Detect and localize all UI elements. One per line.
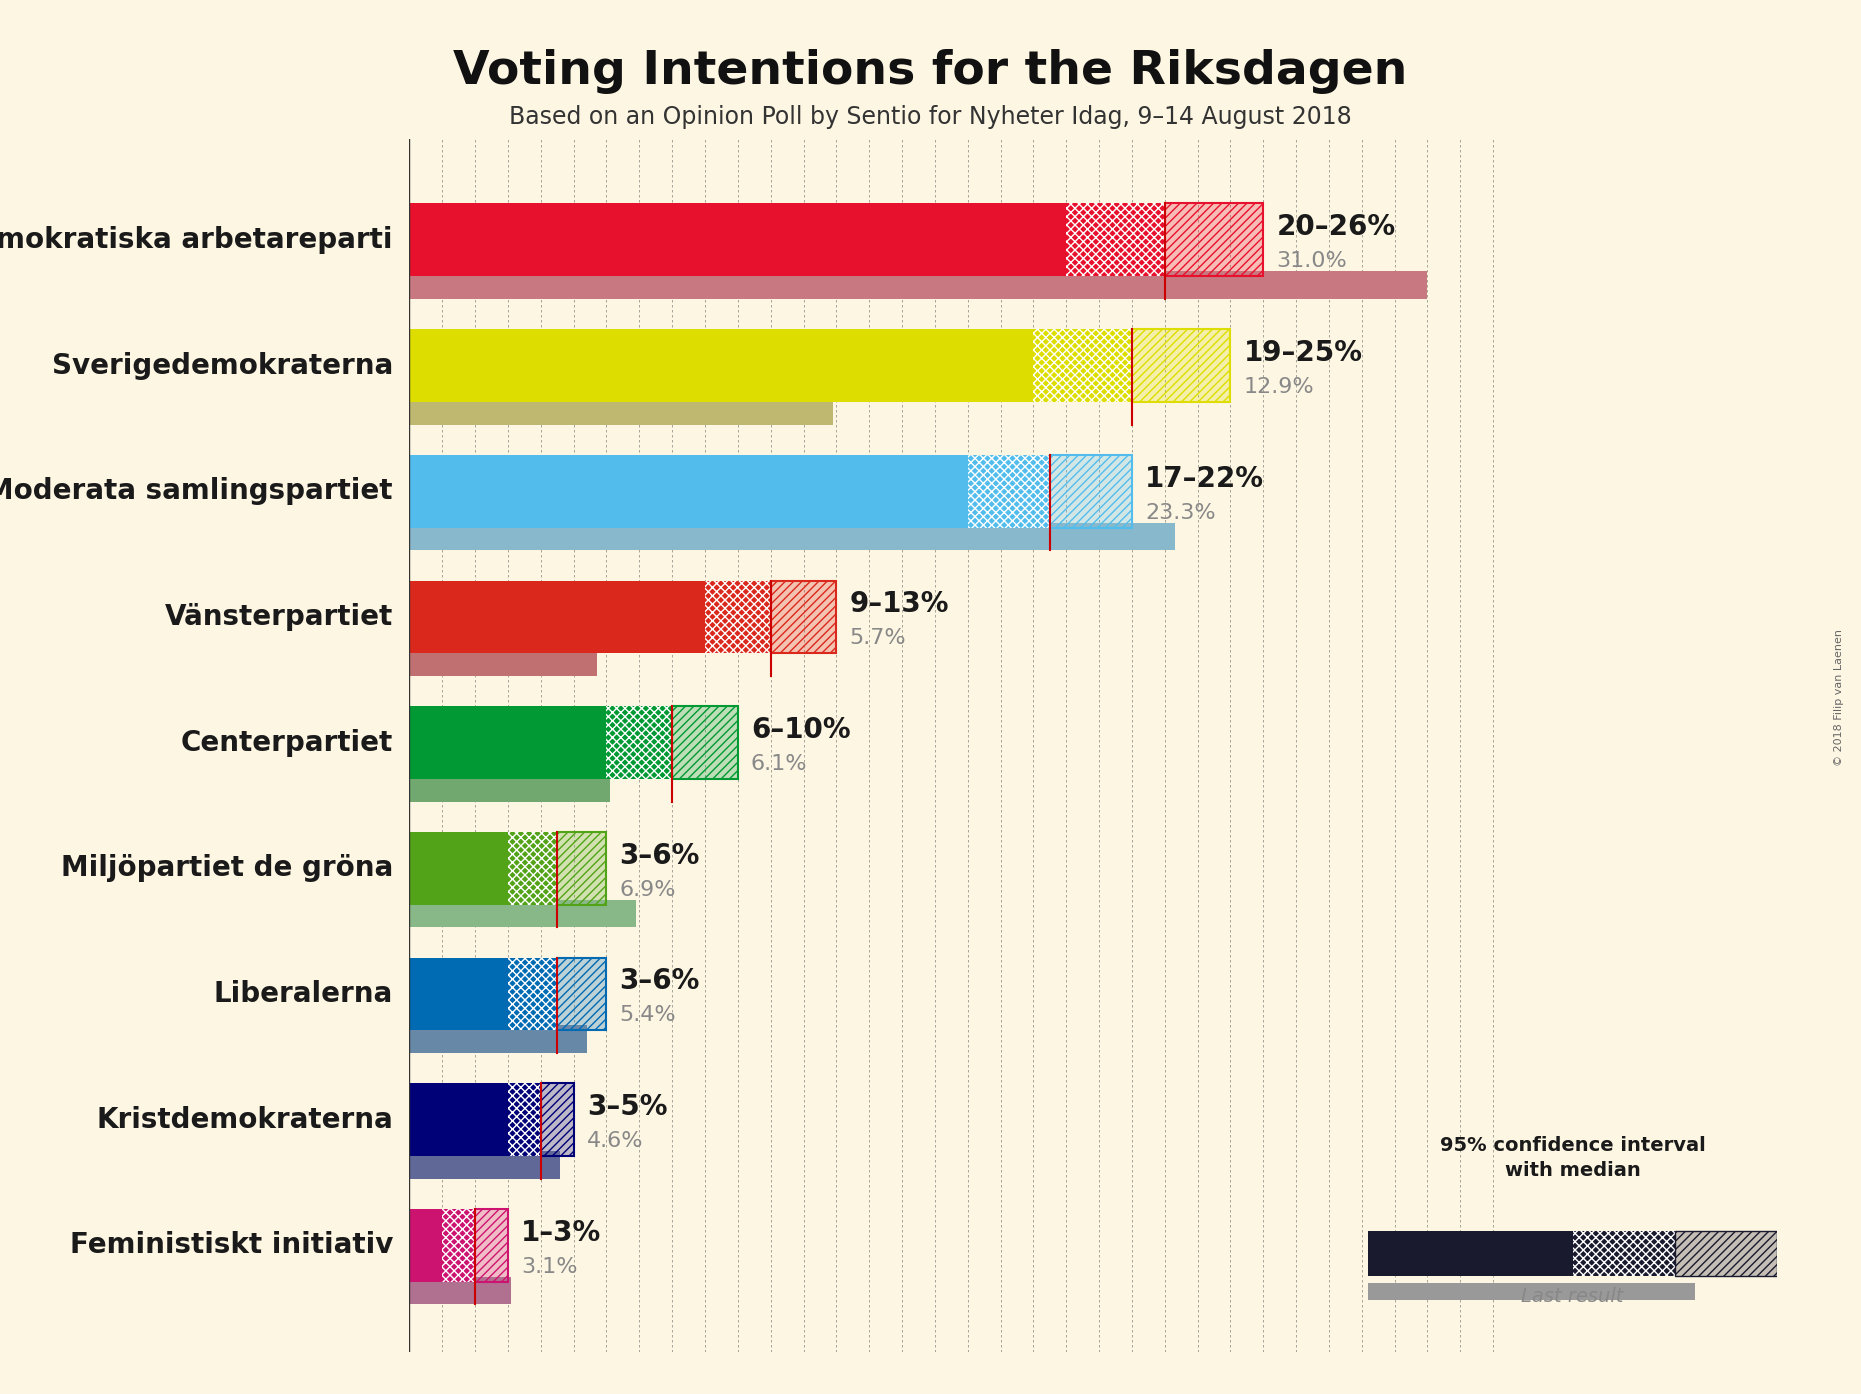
- Bar: [1131, 329, 1230, 401]
- Text: Moderata samlingspartiet: Moderata samlingspartiet: [0, 477, 393, 505]
- Text: 95% confidence interval: 95% confidence interval: [1440, 1136, 1705, 1156]
- Text: Vänsterpartiet: Vänsterpartiet: [166, 604, 393, 631]
- Text: 3.1%: 3.1%: [521, 1257, 577, 1277]
- Bar: [1066, 204, 1165, 276]
- Text: Sverigedemokraterna: Sverigedemokraterna: [52, 351, 393, 379]
- Text: 3–5%: 3–5%: [586, 1093, 668, 1121]
- Text: 31.0%: 31.0%: [1277, 251, 1347, 272]
- Bar: [705, 580, 770, 654]
- Text: 6.9%: 6.9%: [620, 880, 676, 899]
- Bar: [1050, 454, 1131, 528]
- Bar: [409, 707, 607, 779]
- Bar: [1368, 1231, 1573, 1276]
- Bar: [556, 958, 607, 1030]
- Bar: [409, 648, 597, 676]
- Bar: [409, 1277, 512, 1305]
- Bar: [409, 832, 508, 905]
- Bar: [968, 454, 1050, 528]
- Text: 6.1%: 6.1%: [752, 754, 808, 774]
- Text: Sveriges socialdemokratiska arbetareparti: Sveriges socialdemokratiska arbetarepart…: [0, 226, 393, 254]
- Bar: [1573, 1231, 1675, 1276]
- Bar: [508, 958, 556, 1030]
- Bar: [409, 397, 834, 425]
- Bar: [409, 580, 705, 654]
- Text: 12.9%: 12.9%: [1243, 376, 1314, 397]
- Bar: [409, 204, 1066, 276]
- Bar: [672, 707, 737, 779]
- Text: 3–6%: 3–6%: [620, 967, 700, 995]
- Text: 5.4%: 5.4%: [620, 1005, 676, 1026]
- Bar: [409, 1083, 508, 1156]
- Bar: [607, 707, 672, 779]
- Text: 20–26%: 20–26%: [1277, 213, 1396, 241]
- Text: 6–10%: 6–10%: [752, 717, 850, 744]
- Bar: [770, 580, 836, 654]
- Text: Feministiskt initiativ: Feministiskt initiativ: [69, 1231, 393, 1259]
- Text: with median: with median: [1506, 1161, 1640, 1181]
- Bar: [1165, 204, 1264, 276]
- Bar: [672, 707, 737, 779]
- Text: 23.3%: 23.3%: [1145, 503, 1215, 523]
- Text: 4.6%: 4.6%: [586, 1131, 644, 1151]
- Bar: [409, 454, 968, 528]
- Bar: [409, 523, 1174, 551]
- Bar: [542, 1083, 573, 1156]
- Bar: [409, 958, 508, 1030]
- Bar: [1050, 454, 1131, 528]
- Text: 1–3%: 1–3%: [521, 1218, 601, 1246]
- Bar: [409, 899, 636, 927]
- Bar: [508, 832, 556, 905]
- Bar: [409, 1151, 560, 1179]
- Bar: [770, 580, 836, 654]
- Bar: [556, 832, 607, 905]
- Text: Liberalerna: Liberalerna: [214, 980, 393, 1008]
- Text: Last result: Last result: [1520, 1287, 1625, 1306]
- Text: 19–25%: 19–25%: [1243, 339, 1362, 367]
- Bar: [508, 1083, 542, 1156]
- Bar: [542, 1083, 573, 1156]
- Bar: [1675, 1231, 1777, 1276]
- Bar: [1131, 329, 1230, 401]
- Text: Miljöpartiet de gröna: Miljöpartiet de gröna: [61, 855, 393, 882]
- Bar: [409, 1209, 443, 1282]
- Bar: [556, 832, 607, 905]
- Bar: [475, 1209, 508, 1282]
- Bar: [475, 1209, 508, 1282]
- Bar: [1165, 204, 1264, 276]
- Text: 3–6%: 3–6%: [620, 842, 700, 870]
- Text: © 2018 Filip van Laenen: © 2018 Filip van Laenen: [1833, 629, 1844, 765]
- Bar: [409, 329, 1033, 401]
- Bar: [409, 774, 610, 802]
- Bar: [556, 958, 607, 1030]
- Text: 17–22%: 17–22%: [1145, 464, 1264, 492]
- Text: Kristdemokraterna: Kristdemokraterna: [97, 1105, 393, 1133]
- Bar: [1675, 1231, 1777, 1276]
- Bar: [443, 1209, 475, 1282]
- Text: Based on an Opinion Poll by Sentio for Nyheter Idag, 9–14 August 2018: Based on an Opinion Poll by Sentio for N…: [510, 105, 1351, 128]
- Text: 9–13%: 9–13%: [849, 591, 949, 619]
- Bar: [409, 272, 1427, 298]
- Text: 5.7%: 5.7%: [849, 629, 906, 648]
- Text: Voting Intentions for the Riksdagen: Voting Intentions for the Riksdagen: [454, 49, 1407, 93]
- Bar: [1368, 1282, 1695, 1301]
- Bar: [409, 1026, 586, 1052]
- Bar: [1033, 329, 1131, 401]
- Text: Centerpartiet: Centerpartiet: [181, 729, 393, 757]
